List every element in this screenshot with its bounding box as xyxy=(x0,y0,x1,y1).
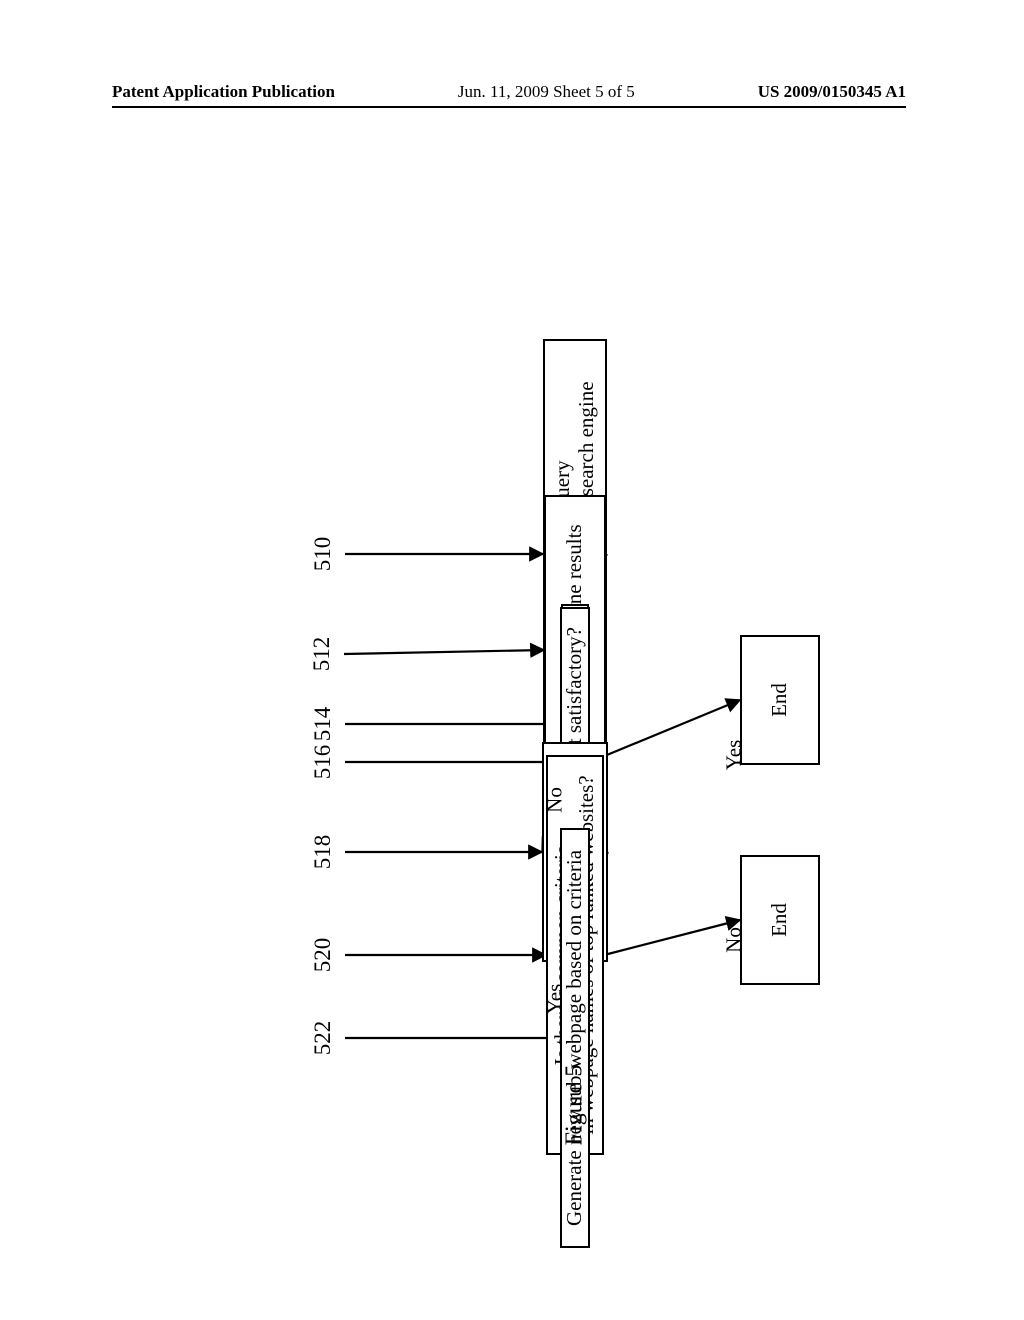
flow-node-n522: Generate new sub-webpage based on criter… xyxy=(560,828,590,1248)
ref-518: 518 xyxy=(310,835,336,870)
ref-510: 510 xyxy=(310,537,336,572)
edge-label: No xyxy=(543,787,568,813)
edge-label: No xyxy=(722,927,747,953)
edge-label: Yes xyxy=(543,984,568,1015)
ref-522: 522 xyxy=(310,1021,336,1056)
ref-516: 516 xyxy=(310,745,336,780)
ref-514: 514 xyxy=(310,707,336,742)
edge-label: Yes xyxy=(722,740,747,771)
figure-label: Figure 5 xyxy=(562,1065,589,1146)
flowchart-connectors xyxy=(0,0,1024,1320)
flow-node-end2: End xyxy=(740,855,820,985)
flowchart-diagram: Submit a search queryof interest to a cl… xyxy=(0,0,1024,1320)
ref-512: 512 xyxy=(309,637,335,672)
ref-520: 520 xyxy=(310,938,336,973)
flow-node-end1: End xyxy=(740,635,820,765)
